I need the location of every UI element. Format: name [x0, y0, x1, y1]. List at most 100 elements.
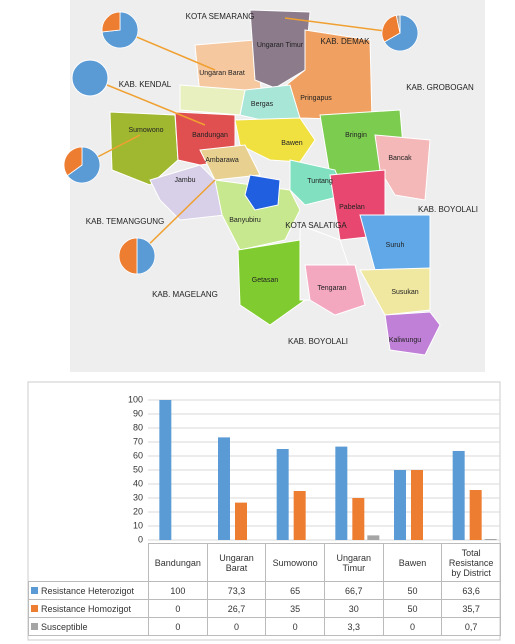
value-label: 63,6: [441, 581, 501, 600]
pie: [381, 14, 419, 52]
district-label: Bringin: [345, 132, 367, 139]
value-label: 73,3: [206, 581, 267, 600]
legend-label: Resistance Heterozigot: [41, 585, 135, 596]
value-label: 50: [382, 599, 443, 618]
bar: [293, 491, 306, 540]
district-area: [237, 239, 306, 326]
pie-slice: [118, 237, 138, 275]
district-label: Banyubiru: [229, 217, 261, 224]
y-tick-label: 40: [133, 478, 143, 488]
x-tick-label: Bawen: [382, 543, 443, 582]
district-label: Pabelan: [339, 204, 365, 211]
region-label: KAB. BOYOLALI: [418, 205, 478, 214]
pie: [71, 59, 109, 97]
leader-line: [284, 17, 401, 34]
district-label: Jambu: [174, 177, 195, 184]
district-label: Bawen: [281, 140, 303, 147]
pie-slice: [136, 237, 156, 275]
pie-slice: [63, 146, 83, 177]
x-tick-label: Bandungan: [148, 543, 208, 582]
x-tick-label: Total Resistance by District: [441, 543, 501, 582]
district-area: [384, 311, 441, 356]
bar: [452, 450, 465, 540]
district-label: Susukan: [391, 289, 418, 296]
bar: [411, 470, 423, 540]
bar: [394, 470, 406, 540]
x-tick-label: Ungaran Timur: [323, 543, 384, 582]
region-label: KAB. GROBOGAN: [406, 83, 474, 92]
pie: [63, 146, 101, 184]
legend-cell: Susceptible: [28, 617, 149, 636]
value-label: 0: [265, 617, 325, 636]
bar: [159, 400, 172, 540]
value-label: 0: [206, 617, 267, 636]
y-tick-label: 50: [133, 464, 143, 474]
value-label: 66,7: [323, 581, 384, 600]
bar: [335, 446, 348, 540]
district-label: Getasan: [252, 277, 279, 284]
value-label: 0: [148, 617, 208, 636]
y-tick-label: 10: [133, 520, 143, 530]
value-label: 3,3: [323, 617, 384, 636]
value-label: 0: [382, 617, 443, 636]
district-label: Tengaran: [317, 285, 346, 292]
data-row: Susceptible 0 0 0 3,3 0 0,7: [28, 617, 501, 636]
district-area: [249, 9, 311, 89]
district-label: Suruh: [386, 242, 405, 249]
district-area: [244, 174, 281, 211]
value-label: 100: [148, 581, 208, 600]
leader-line: [89, 77, 206, 126]
y-tick-label: 30: [133, 492, 143, 502]
pie-slice: [101, 11, 121, 33]
district-label: Ambarawa: [205, 157, 239, 164]
district-area: [304, 264, 366, 316]
legend-swatch: [31, 622, 38, 630]
value-label: 30: [323, 599, 384, 618]
y-tick-label: 100: [128, 394, 143, 404]
region-label: KOTA SEMARANG: [186, 12, 255, 21]
district-area: [374, 134, 431, 201]
region-label: KAB. BOYOLALI: [288, 337, 348, 346]
region-label: KAB. TEMANGGUNG: [86, 217, 165, 226]
value-label: 0,7: [441, 617, 501, 636]
district-area: [199, 144, 261, 181]
legend-label: Resistance Homozigot: [41, 603, 132, 614]
data-row: Resistance Homozigot 0 26,7 35 30 50 35,7: [28, 599, 501, 618]
district-area: [359, 267, 431, 316]
y-tick-label: 60: [133, 450, 143, 460]
district-area: [179, 84, 246, 116]
chart-frame: [27, 381, 501, 641]
y-tick-label: 70: [133, 436, 143, 446]
value-label: 35: [265, 599, 325, 618]
value-label: 0: [148, 599, 208, 618]
region-label: KAB. KENDAL: [119, 80, 172, 89]
bar: [276, 449, 289, 540]
district-label: Bergas: [251, 101, 274, 108]
pie: [101, 11, 139, 49]
legend-cell: Resistance Heterozigot: [28, 581, 149, 600]
district-label: Ungaran Barat: [199, 70, 245, 77]
value-label: 50: [382, 581, 443, 600]
bar: [352, 498, 365, 540]
y-tick-label: 80: [133, 422, 143, 432]
pie-slice: [381, 14, 401, 43]
legend-swatch: [31, 604, 38, 612]
district-label: Sumowono: [128, 127, 163, 134]
bar: [367, 535, 380, 540]
bar: [484, 539, 497, 540]
district-area: [109, 111, 179, 186]
district-label: Ungaran Timur: [257, 42, 304, 49]
district-label: Kaliwungu: [389, 337, 421, 344]
map: [109, 9, 441, 356]
region-label: KAB. MAGELANG: [152, 290, 218, 299]
bar: [218, 437, 230, 540]
pie-slice: [395, 14, 401, 34]
pie-slice: [66, 146, 101, 184]
district-label: Pringapus: [300, 95, 332, 102]
legend-swatch: [31, 586, 38, 594]
pie-slice: [383, 14, 419, 52]
y-tick-label: 20: [133, 506, 143, 516]
pie-slice: [71, 59, 109, 97]
region-label: KAB. DEMAK: [321, 37, 371, 46]
